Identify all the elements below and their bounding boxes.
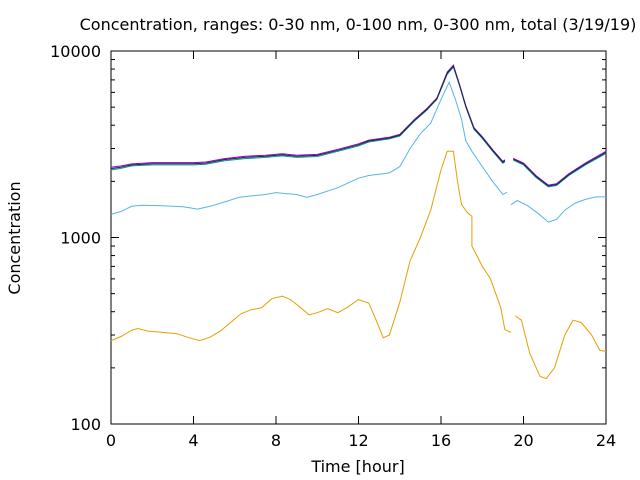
plot-border (110, 50, 607, 425)
y-tick-label: 1000 (60, 229, 101, 248)
chart-title: Concentration, ranges: 0-30 nm, 0-100 nm… (80, 15, 637, 34)
y-tick-label: 100 (70, 415, 101, 434)
series-line-3 (110, 66, 607, 188)
y-axis: 100 1000 10000 (50, 42, 606, 434)
series-line-2 (110, 80, 606, 223)
x-tick-label: 0 (106, 431, 116, 450)
x-tick-label: 20 (513, 431, 533, 450)
x-axis-label: Time [hour] (310, 457, 404, 476)
y-tick-label: 10000 (50, 42, 101, 61)
x-tick-label: 8 (271, 431, 281, 450)
x-axis: 0 4 8 12 16 20 24 (106, 51, 616, 450)
x-tick-label: 4 (188, 431, 198, 450)
y-axis-label: Concentration (5, 181, 24, 294)
x-tick-label: 24 (596, 431, 616, 450)
series-line-1 (110, 150, 607, 380)
series-line-4 (110, 64, 607, 186)
plot-frame (110, 50, 607, 425)
x-tick-label: 12 (348, 431, 368, 450)
series-layer (110, 64, 607, 380)
x-tick-label: 16 (431, 431, 451, 450)
series-line-5 (110, 65, 607, 187)
